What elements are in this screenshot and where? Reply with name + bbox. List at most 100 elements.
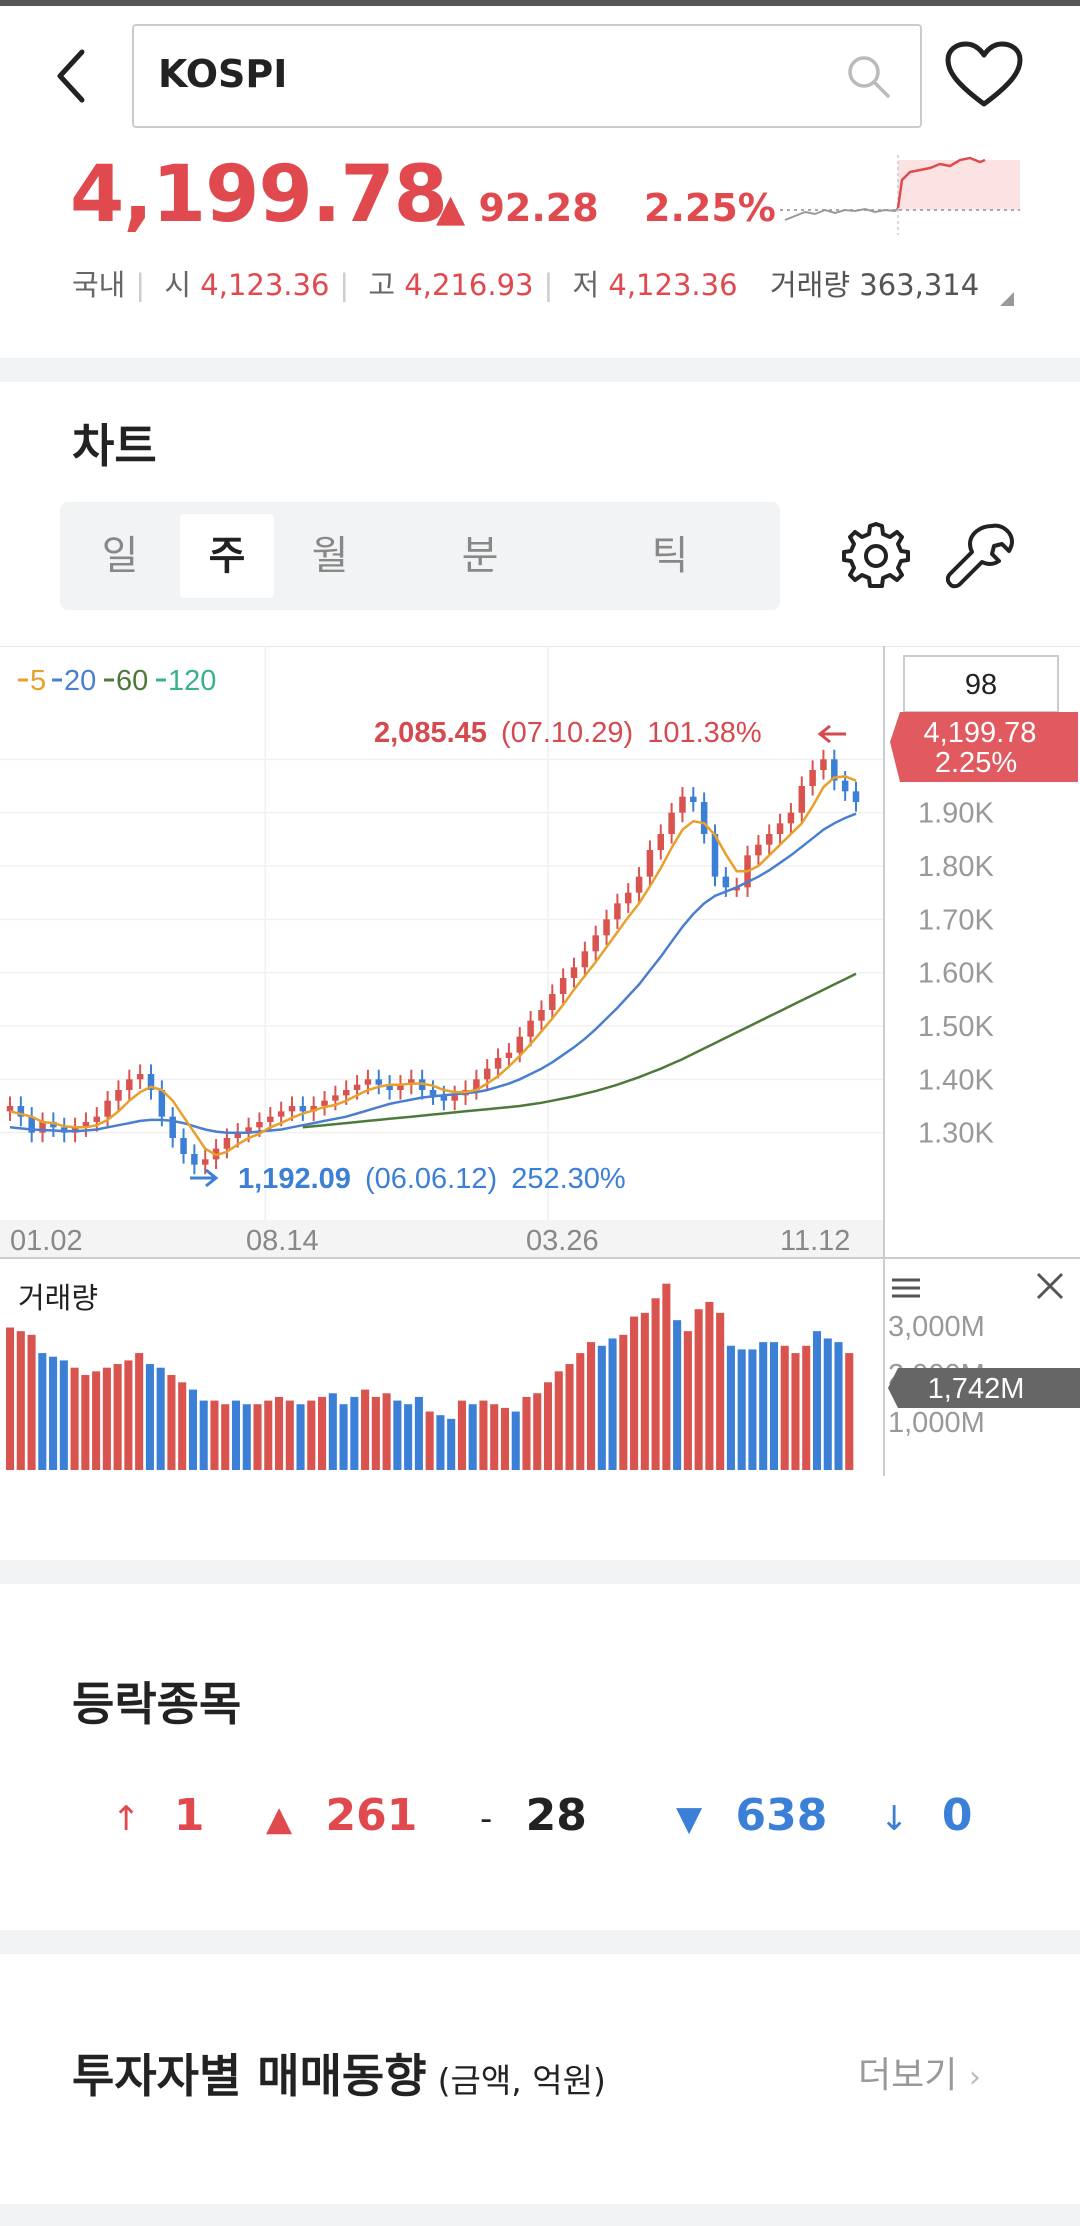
volume-bar [543,1382,553,1470]
volume-bar [726,1345,735,1470]
ma-legend[interactable]: 5 20 60 120 [18,665,216,697]
candle-body [342,1090,350,1096]
unchanged-count[interactable]: - 28 [480,1790,587,1841]
candle-body [180,1138,187,1154]
candle-body [299,1106,307,1112]
price-y-tick: 1.70K [918,904,994,936]
investor-section-title: 투자자별 매매동향 [72,2049,427,2103]
current-price-tag-percent: 2.25% [935,747,1017,779]
candle-body [169,1116,176,1138]
expand-corner-icon[interactable] [1000,292,1014,306]
volume-bar [339,1404,348,1470]
volume-bar [328,1393,337,1470]
advancing-count[interactable]: ▲ 261 [266,1790,417,1841]
volume-bar [70,1367,79,1470]
volume-bar [845,1353,854,1470]
section-divider [0,1560,1080,1584]
candle-body [570,967,578,978]
volume-bar [38,1353,47,1470]
investor-section-header: 투자자별 매매동향 (금액, 억원) [72,2040,606,2106]
candle-body [798,786,806,813]
low-label: 저 [572,268,600,302]
current-price-tag-value: 4,199.78 [924,717,1037,749]
chart-tools-wrench-icon[interactable] [946,520,1018,592]
declining-triangle-icon: ▼ [676,1799,703,1839]
candle-body [158,1090,166,1117]
volume-bar [210,1400,219,1470]
unchanged-dash-icon: - [480,1799,493,1839]
favorite-heart-icon[interactable] [944,40,1024,110]
candle-body [353,1084,361,1090]
candle-body [429,1090,437,1096]
volume-bar [522,1396,531,1470]
candle-body [104,1100,111,1117]
candle-body [473,1079,480,1090]
high-label: 고 [368,268,396,302]
volume-y-tick: 3,000M [888,1311,985,1343]
candle-body [831,759,838,781]
candle-body [277,1111,285,1117]
ma-legend-60: 60 [116,665,148,697]
volume-bar [296,1404,305,1470]
volume-bar [318,1396,327,1470]
section-divider [0,2204,1080,2226]
volume-bar [393,1400,402,1470]
volume-bar [113,1364,122,1470]
volume-bar [490,1404,499,1470]
candle-body [581,951,589,968]
candle-body [39,1122,46,1133]
volume-bar [511,1411,520,1470]
candle-body [483,1068,491,1080]
max-annotation: 2,085.45 (07.10.29) 101.38% [374,717,762,749]
volume-bar [382,1393,391,1470]
tab-day[interactable]: 일 [101,533,139,579]
price-y-tick: 1.40K [918,1064,994,1096]
candle-body [820,759,827,770]
volume-menu-icon[interactable] [892,1278,920,1298]
search-input[interactable]: KOSPI [132,24,922,128]
price-change: ▲ 92.28 [436,186,599,230]
ma-legend-20: 20 [64,665,96,697]
ma5-line [9,775,857,1157]
volume-bar [716,1312,725,1470]
advancing-triangle-icon: ▲ [266,1799,293,1839]
candle-body [711,834,719,877]
unchanged-value: 28 [525,1790,587,1841]
candle-body [679,796,686,813]
declining-count[interactable]: ▼ 638 [676,1790,827,1841]
back-arrow-icon[interactable] [52,46,92,106]
volume-panel-title: 거래량 [18,1283,98,1315]
more-link[interactable]: 더보기 › [858,2046,981,2098]
candle-body [267,1116,274,1122]
lower-limit-count[interactable]: ↓ 0 [880,1790,972,1841]
candle-body [841,780,849,792]
tab-week[interactable]: 주 [180,514,274,598]
chart-settings-gear-icon[interactable] [840,520,912,592]
tab-month[interactable]: 월 [311,533,349,579]
candle-body [126,1079,133,1090]
advancing-value: 261 [325,1790,418,1841]
tab-tick[interactable]: 틱 [651,533,689,579]
volume-bar [673,1320,682,1470]
volume-bar [49,1356,58,1470]
tab-minute[interactable]: 분 [461,533,499,579]
ma-legend-5: 5 [30,665,46,697]
volume-bar [587,1342,596,1470]
volume-bar [812,1331,822,1470]
current-price-tag: 4,199.78 2.25% [890,712,1078,782]
volume-bar [414,1396,423,1470]
price-y-tick: 1.50K [918,1011,994,1043]
volume-bar [371,1396,380,1470]
upper-limit-count[interactable]: ↑ 1 [112,1790,204,1841]
volume-bar [597,1345,606,1470]
volume-bar [468,1404,477,1470]
volume-close-icon[interactable] [1036,1272,1064,1300]
candle-body [852,791,860,802]
period-count-input[interactable] [903,655,1059,713]
search-icon[interactable] [844,52,894,102]
ma20-line [9,812,857,1134]
volume-bar [92,1371,101,1470]
section-divider [0,1930,1080,1954]
candle-body [538,1010,545,1021]
